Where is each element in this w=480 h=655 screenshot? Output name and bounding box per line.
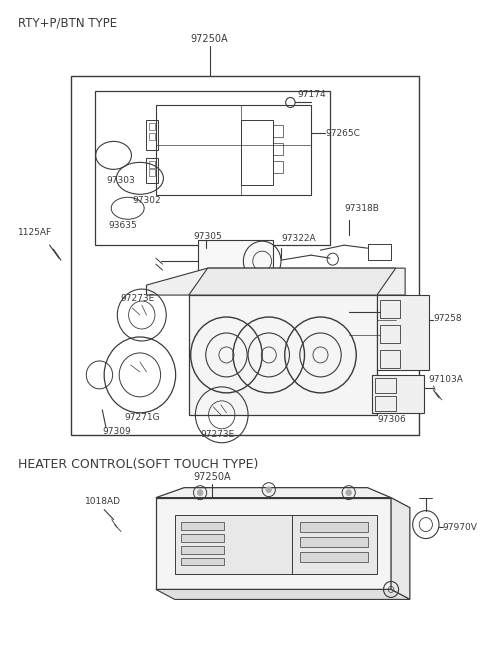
Bar	[274, 143, 283, 155]
Polygon shape	[156, 488, 391, 498]
Bar	[149, 123, 155, 130]
Bar	[380, 300, 400, 318]
Text: 1018AD: 1018AD	[85, 497, 121, 506]
Text: 97250A: 97250A	[191, 33, 228, 44]
Bar	[380, 325, 400, 343]
Bar	[380, 350, 400, 368]
Polygon shape	[156, 590, 410, 599]
Bar	[181, 534, 224, 542]
Text: 97303: 97303	[106, 176, 135, 185]
Bar	[149, 170, 155, 176]
Bar	[95, 90, 330, 245]
Bar	[372, 375, 424, 413]
Bar	[146, 121, 158, 151]
Text: 97258: 97258	[433, 314, 462, 322]
Bar	[149, 161, 155, 168]
Text: 97322A: 97322A	[281, 234, 316, 243]
Bar	[377, 295, 429, 370]
Polygon shape	[391, 498, 410, 599]
Circle shape	[197, 490, 203, 496]
Bar	[375, 396, 396, 411]
Bar	[189, 295, 377, 415]
Circle shape	[266, 487, 272, 493]
Text: 1125AF: 1125AF	[18, 228, 52, 236]
Text: 97174: 97174	[297, 90, 325, 99]
Text: 97970V: 97970V	[443, 523, 478, 532]
Bar	[274, 125, 283, 138]
Text: 97302: 97302	[132, 196, 161, 205]
Bar	[156, 105, 311, 195]
Circle shape	[346, 490, 351, 496]
Text: 97306: 97306	[377, 415, 406, 424]
Bar	[240, 121, 274, 185]
Bar	[274, 161, 283, 174]
Polygon shape	[189, 268, 396, 295]
Text: 97305: 97305	[193, 232, 222, 240]
Text: 97265C: 97265C	[325, 129, 360, 138]
Bar	[300, 521, 368, 532]
Bar	[300, 552, 368, 561]
Text: 97273E: 97273E	[120, 293, 154, 303]
Text: 97103A: 97103A	[429, 375, 464, 384]
Text: 97273E: 97273E	[200, 430, 234, 440]
Bar	[71, 75, 419, 435]
Bar	[181, 521, 224, 530]
Text: 93635: 93635	[109, 221, 138, 230]
Bar	[292, 515, 377, 574]
Polygon shape	[156, 498, 391, 590]
Bar	[181, 546, 224, 553]
Text: 97271G: 97271G	[124, 413, 159, 422]
Text: HEATER CONTROL(SOFT TOUCH TYPE): HEATER CONTROL(SOFT TOUCH TYPE)	[18, 458, 258, 471]
Bar	[368, 244, 391, 260]
Bar	[181, 557, 224, 565]
Bar	[175, 515, 372, 574]
Text: 97250A: 97250A	[193, 472, 231, 481]
Bar	[146, 159, 158, 183]
Polygon shape	[146, 268, 405, 295]
Bar	[375, 378, 396, 393]
Text: 97318B: 97318B	[344, 204, 379, 213]
Bar	[149, 134, 155, 140]
Text: RTY+P/BTN TYPE: RTY+P/BTN TYPE	[18, 16, 117, 29]
Bar	[198, 240, 274, 282]
Bar	[300, 536, 368, 546]
Text: 97309: 97309	[102, 427, 131, 436]
